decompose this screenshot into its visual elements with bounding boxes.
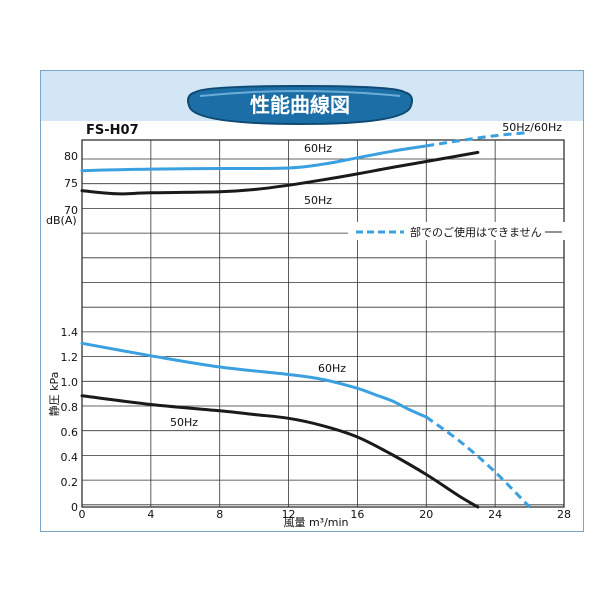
pressure-series-60hz [80,341,428,419]
x-tick-label: 4 [147,508,154,521]
pressure-series-50hz [80,394,480,509]
legend-dashed-text: 部でのご使用はできません [410,225,542,239]
annotation-noise-50hz: 50Hz [304,194,332,207]
model-label: FS-H07 [86,123,139,138]
x-axis-label: 風量 m³/min [283,516,348,529]
annotation-noise-60hz: 60Hz [304,142,332,155]
noise-y-tick-label: 80 [64,150,78,163]
x-tick-label: 12 [282,508,296,521]
axis-ticks: 0 4 8 12 16 20 24 28 70 75 80 0 0.2 0.4 0.6 0.8 1.0 1.2 1.… [61,150,572,521]
pressure-y-tick-label: 0.6 [61,426,79,439]
pressure-y-tick-label: 1.2 [61,351,79,364]
pressure-ylabel: 静圧 kPa [47,372,61,417]
dashed-legend: 部でのご使用はできません [348,222,566,240]
title-banner: 性能曲線図 [187,84,413,126]
x-tick-label: 20 [419,508,433,521]
pressure-y-tick-label: 1.0 [61,376,79,389]
noise-series-60hz [80,144,428,173]
annotation-pressure-50hz: 50Hz [170,416,198,429]
x-tick-label: 8 [216,508,223,521]
pressure-y-tick-label: 1.4 [61,326,79,339]
noise-series-50hz-60hz-dashed [426,131,530,148]
x-tick-label: 0 [79,508,86,521]
noise-ylabel: dB(A) [46,214,77,227]
chart-title: 性能曲線図 [250,93,350,117]
pressure-y-tick-label: 0.2 [61,476,79,489]
annotation-pressure-60hz: 60Hz [318,362,346,375]
x-tick-label: 16 [350,508,364,521]
pressure-y-tick-label: 0 [71,501,78,514]
pressure-y-tick-label: 0.8 [61,401,79,414]
x-tick-label: 28 [557,508,571,521]
annotation-dual: 50Hz/60Hz [502,121,562,134]
plot-border [81,139,565,508]
pressure-y-tick-label: 0.4 [61,451,79,464]
noise-y-tick-label: 75 [64,177,78,190]
noise-series-50hz [80,150,480,196]
series-lines [80,131,531,509]
noise-y-tick-label: 70 [64,204,78,217]
x-tick-label: 24 [488,508,502,521]
pressure-series-60hz-dashed [425,415,531,509]
